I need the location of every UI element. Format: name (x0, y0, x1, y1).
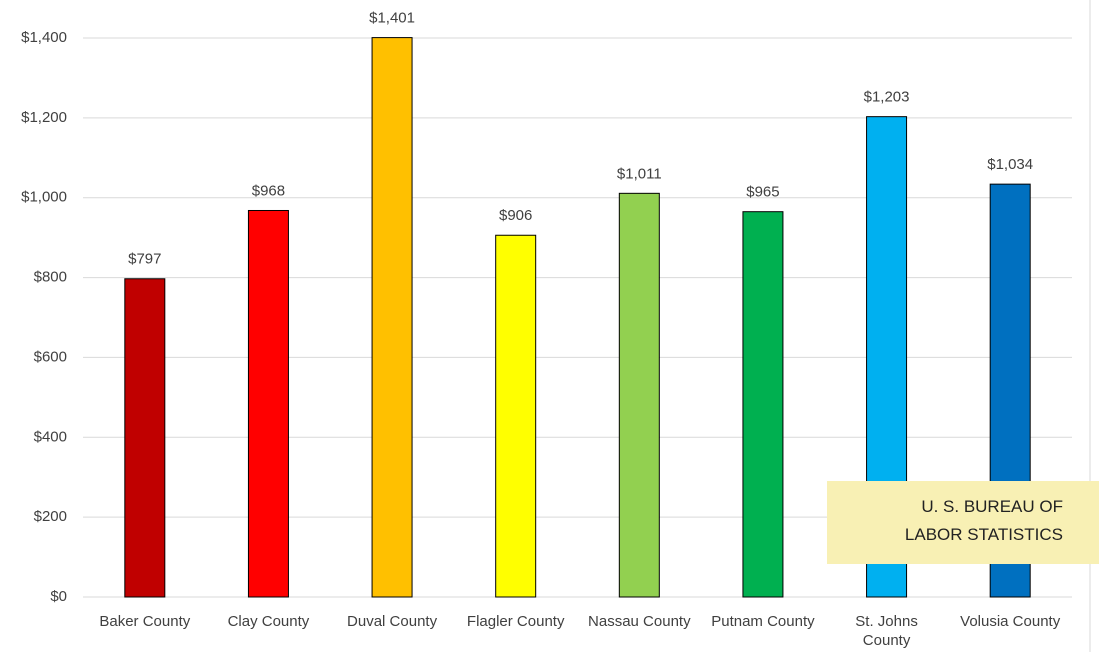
data-label: $1,203 (864, 89, 910, 106)
y-tick-label: $400 (34, 428, 67, 445)
y-tick-label: $0 (50, 588, 67, 605)
bar (247, 209, 289, 598)
data-label: $968 (252, 182, 285, 199)
data-label: $906 (499, 207, 532, 224)
data-label: $797 (128, 251, 161, 268)
data-label: $965 (746, 184, 779, 201)
y-tick-label: $600 (34, 348, 67, 365)
y-tick-label: $200 (34, 508, 67, 525)
data-label: $1,401 (369, 10, 415, 27)
x-tick-label: St. Johns County (855, 613, 918, 649)
y-tick-label: $1,000 (21, 189, 67, 206)
x-tick-label: Clay County (227, 613, 310, 630)
x-tick-label: Putnam County (711, 613, 815, 630)
bar (742, 211, 784, 598)
bar (124, 278, 166, 598)
data-label: $1,011 (617, 165, 662, 182)
annotation-box: U. S. BUREAU OF LABOR STATISTICS (827, 481, 1099, 564)
bar (371, 37, 413, 598)
annotation: U. S. BUREAU OF (921, 497, 1063, 516)
y-tick-label: $1,200 (21, 109, 67, 126)
y-tick-label: $1,400 (21, 29, 67, 46)
data-label: $1,034 (987, 156, 1033, 173)
y-tick-label: $800 (34, 269, 67, 286)
bar (618, 192, 660, 598)
x-tick-label: Duval County (347, 613, 438, 630)
annotation: LABOR STATISTICS (904, 525, 1063, 544)
x-tick-label: Nassau County (588, 613, 691, 630)
x-tick-label: Baker County (99, 613, 191, 630)
x-tick-label: Flagler County (466, 613, 565, 630)
bar (495, 234, 537, 598)
x-tick-label: Volusia County (960, 613, 1061, 630)
